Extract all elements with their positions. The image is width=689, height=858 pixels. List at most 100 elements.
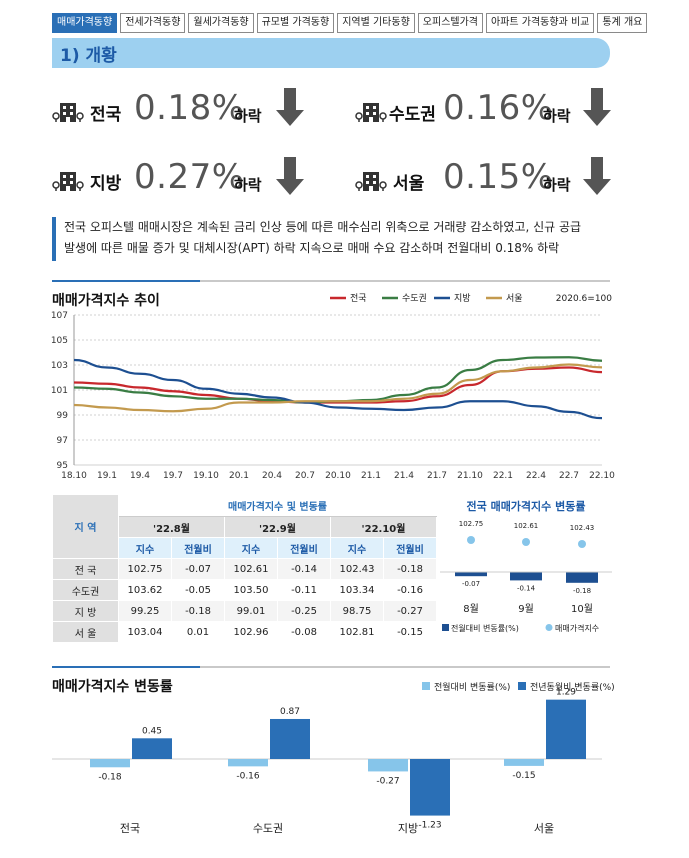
- tab-by-region[interactable]: 지역별 기타동향: [337, 13, 415, 33]
- cell: -0.18: [383, 558, 437, 580]
- building-icon: [355, 103, 387, 122]
- tab-stats-overview[interactable]: 통계 개요: [597, 13, 648, 33]
- bar-value-label: 0.87: [280, 707, 300, 717]
- bar-value-label: -0.16: [236, 771, 260, 781]
- bar-mom: [368, 759, 408, 772]
- cell: -0.05: [171, 579, 225, 601]
- section-header: 1) 개황: [52, 38, 610, 68]
- cell: -0.14: [277, 558, 331, 580]
- category-label: 수도권: [253, 822, 283, 835]
- cell: 98.75: [330, 600, 384, 622]
- y-tick-label: 99: [57, 411, 69, 421]
- tab-by-size[interactable]: 규모별 가격동향: [256, 13, 335, 33]
- x-tick-label: 20.7: [295, 471, 315, 481]
- divider: [52, 666, 610, 668]
- legend-label: 전년동월비 변동률(%): [530, 681, 615, 693]
- kpi-direction: 하락: [234, 176, 262, 194]
- summary-line: 발생에 따른 매물 증가 및 대체시장(APT) 하락 지속으로 매매 수요 감…: [64, 241, 560, 255]
- bar-mom: [504, 759, 544, 766]
- index-point: [467, 536, 475, 544]
- month-header: '22.9월: [224, 516, 331, 538]
- cell: -0.16: [383, 579, 437, 601]
- kpi-region: 전국: [90, 105, 122, 125]
- y-tick-label: 95: [57, 461, 68, 471]
- y-tick-label: 105: [51, 336, 68, 346]
- tab-officetel-price[interactable]: 오피스텔가격: [417, 13, 483, 33]
- legend-label: 서울: [506, 293, 523, 304]
- section-title: 1) 개황: [60, 46, 117, 66]
- building-icon: [52, 103, 84, 122]
- x-tick-label: 21.10: [457, 471, 483, 481]
- tab-jeonse-price[interactable]: 전세가격동향: [120, 13, 186, 33]
- cell: 102.43: [330, 558, 384, 580]
- cell: 99.01: [224, 600, 278, 622]
- col-header: 지수: [330, 537, 384, 559]
- x-tick-label: 20.4: [262, 471, 282, 481]
- legend-label: 전월대비 변동률(%): [451, 623, 519, 633]
- mom-label: -0.18: [573, 587, 591, 595]
- cell: 103.50: [224, 579, 278, 601]
- x-tick-label: 19.10: [193, 471, 219, 481]
- x-tick-label: 21.4: [394, 471, 414, 481]
- row-region: 지 방: [52, 600, 119, 622]
- kpi-regional: 지방 0.27% 하락: [52, 157, 308, 205]
- tab-sale-price[interactable]: 매매가격동향: [52, 13, 118, 33]
- tab-monthly-rent[interactable]: 월세가격동향: [188, 13, 254, 33]
- kpi-direction: 하락: [543, 176, 571, 194]
- y-tick-label: 107: [51, 311, 68, 321]
- mom-label: -0.14: [517, 584, 536, 592]
- cell: -0.07: [171, 558, 225, 580]
- cell: 103.04: [118, 621, 172, 643]
- bar-value-label: -0.18: [98, 772, 122, 782]
- x-tick-label: 19.1: [97, 471, 117, 481]
- bar-yoy: [410, 759, 450, 816]
- bar-chart-title: 매매가격지수 변동률: [52, 679, 173, 695]
- bar-mom: [228, 759, 268, 767]
- x-tick-label: 19.7: [163, 471, 183, 481]
- cell: 102.75: [118, 558, 172, 580]
- bar-yoy: [270, 718, 310, 759]
- index-label: 102.61: [514, 522, 539, 530]
- tab-bar: 매매가격동향 전세가격동향 월세가격동향 규모별 가격동향 지역별 기타동향 오…: [52, 13, 648, 33]
- x-tick-label: 22.4: [526, 471, 546, 481]
- category-label: 지방: [398, 822, 418, 835]
- kpi-direction: 하락: [543, 107, 571, 125]
- legend-label: 지방: [454, 293, 471, 304]
- line-chart-title: 매매가격지수 추이: [52, 293, 160, 309]
- down-arrow-icon: [583, 88, 611, 126]
- down-arrow-icon: [276, 88, 304, 126]
- tab-apt-compare[interactable]: 아파트 가격동향과 비교: [486, 13, 595, 33]
- series-line-전국: [73, 366, 603, 404]
- x-tick-label: 19.4: [130, 471, 150, 481]
- row-region: 서 울: [52, 621, 119, 643]
- index-table: 지 역 매매가격지수 및 변동률 '22.8월 '22.9월 '22.10월 지…: [52, 494, 437, 643]
- x-tick-label: 20.10: [325, 471, 351, 481]
- category-label: 전국: [120, 822, 140, 835]
- col-header: 전월비: [171, 537, 225, 559]
- cell: 103.34: [330, 579, 384, 601]
- cell: 103.62: [118, 579, 172, 601]
- kpi-value: 0.27%: [134, 157, 245, 197]
- legend-swatch: [422, 682, 430, 690]
- category-label: 8월: [463, 603, 479, 615]
- y-tick-label: 101: [51, 386, 68, 396]
- down-arrow-icon: [276, 157, 304, 195]
- summary-line: 전국 오피스텔 매매시장은 계속된 금리 인상 등에 따른 매수심리 위축으로 …: [64, 220, 582, 234]
- x-tick-label: 18.10: [61, 471, 87, 481]
- x-tick-label: 22.10: [589, 471, 615, 481]
- series-line-지방: [73, 358, 603, 420]
- legend-swatch: [545, 624, 553, 631]
- series-line-수도권: [73, 356, 603, 404]
- kpi-region: 지방: [90, 174, 122, 194]
- mom-bar: [455, 572, 487, 577]
- index-label: 102.43: [570, 524, 595, 532]
- base-note: 2020.6=100: [556, 294, 612, 304]
- table-row: 수도권 103.62 -0.05 103.50 -0.11 103.34 -0.16: [52, 579, 437, 601]
- month-header: '22.10월: [330, 516, 437, 538]
- col-header: 전월비: [383, 537, 437, 559]
- cell: 102.61: [224, 558, 278, 580]
- index-label: 102.75: [459, 520, 484, 528]
- building-icon: [355, 172, 387, 191]
- index-point: [578, 540, 586, 548]
- kpi-value: 0.18%: [134, 88, 245, 128]
